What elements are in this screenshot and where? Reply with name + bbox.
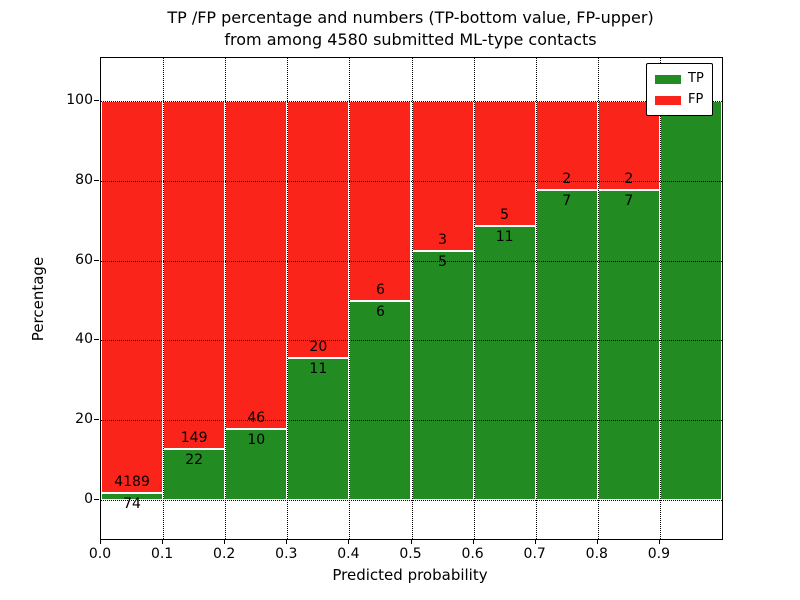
fp-count-label: 46 — [247, 409, 266, 426]
x-tick-label: 0.0 — [88, 546, 112, 562]
bar-segment-tp — [411, 250, 474, 500]
y-tick-mark — [94, 499, 99, 500]
bar-segment-tp — [597, 189, 660, 500]
bar-segment-fp — [349, 101, 412, 301]
y-tick-mark — [94, 179, 99, 181]
tp-legend-swatch — [655, 74, 681, 84]
fp-count-label: 6 — [375, 281, 385, 298]
bar-segment-fp — [535, 101, 598, 190]
y-tick-mark — [94, 339, 99, 341]
fp-count-label: 2 — [624, 170, 634, 187]
y-axis-label: Percentage — [29, 256, 47, 342]
y-tick-label: 60 — [75, 251, 93, 268]
fp-count-label: 5 — [500, 206, 510, 223]
tp-count-label: 74 — [123, 496, 141, 513]
fp-legend-swatch — [655, 95, 681, 105]
y-tick-label: 40 — [75, 331, 93, 348]
x-tick-label: 0.6 — [461, 546, 484, 562]
x-tick-mark — [472, 539, 474, 544]
bar-segment-tp — [349, 300, 412, 500]
y-tick-mark — [94, 100, 99, 101]
vertical-gridline — [225, 58, 227, 539]
x-tick-label: 0.2 — [213, 546, 236, 562]
tp-count-label: 7 — [562, 192, 572, 209]
fp-count-label: 149 — [180, 429, 208, 446]
x-tick-mark — [534, 539, 536, 544]
chart-title: TP /FP percentage and numbers (TP-bottom… — [100, 7, 721, 51]
bar-segment-tp — [473, 225, 536, 500]
chart-title-line2: from among 4580 submitted ML-type contac… — [224, 30, 597, 49]
tp-count-label: 10 — [247, 431, 266, 448]
x-tick-label: 0.4 — [337, 546, 360, 562]
x-tick-mark — [596, 539, 598, 544]
vertical-gridline — [473, 58, 475, 539]
tp-count-label: 11 — [495, 228, 514, 245]
vertical-gridline — [659, 58, 661, 539]
fp-count-label: 20 — [309, 339, 328, 356]
legend-item-tp: TP — [655, 71, 704, 87]
tp-count-label: 22 — [185, 451, 204, 468]
bar-segment-fp — [163, 101, 226, 449]
legend-label-fp: FP — [688, 92, 704, 107]
vertical-gridline — [287, 58, 289, 539]
bar-segment-tp — [659, 101, 722, 500]
x-tick-label: 0.8 — [585, 546, 608, 562]
bar-segment-fp — [287, 101, 350, 359]
tp-count-label: 11 — [309, 361, 328, 378]
legend-label-tp: TP — [688, 71, 704, 86]
x-tick-mark — [658, 539, 660, 544]
x-tick-mark — [348, 539, 350, 544]
legend-item-fp: FP — [655, 92, 704, 108]
x-tick-mark — [224, 539, 226, 544]
plot-area: 4189741492246102011663551127275 — [100, 57, 723, 540]
fp-count-label: 2 — [562, 170, 572, 187]
x-tick-mark — [410, 539, 412, 544]
bar-segment-tp — [287, 358, 350, 500]
x-tick-mark — [100, 539, 101, 544]
bar-segment-tp — [101, 493, 164, 500]
x-axis-label: Predicted probability — [332, 566, 488, 584]
legend: TP FP — [646, 63, 713, 116]
bar-segment-fp — [411, 101, 474, 251]
vertical-gridline — [535, 58, 537, 539]
y-tick-mark — [94, 259, 99, 261]
y-tick-label: 20 — [75, 411, 93, 428]
x-tick-label: 0.3 — [275, 546, 298, 562]
bar-segment-fp — [101, 101, 164, 494]
tp-count-label: 6 — [375, 303, 385, 320]
x-tick-label: 0.1 — [150, 546, 174, 562]
fp-count-label: 4189 — [114, 474, 150, 491]
x-tick-label: 0.7 — [523, 546, 546, 562]
vertical-gridline — [163, 58, 165, 539]
bar-segment-fp — [225, 101, 288, 429]
x-tick-mark — [162, 539, 164, 544]
y-tick-label: 100 — [66, 92, 93, 108]
bar-segment-tp — [535, 189, 598, 500]
chart-title-line1: TP /FP percentage and numbers (TP-bottom… — [167, 8, 654, 27]
vertical-gridline — [349, 58, 351, 539]
vertical-gridline — [597, 58, 599, 539]
bar-segment-tp — [163, 448, 226, 500]
y-tick-label: 0 — [84, 491, 93, 507]
vertical-gridline — [411, 58, 413, 539]
y-tick-label: 80 — [75, 171, 93, 188]
x-tick-label: 0.9 — [647, 546, 671, 562]
tp-count-label: 5 — [438, 253, 448, 270]
tp-count-label: 7 — [624, 192, 634, 209]
x-tick-mark — [286, 539, 288, 544]
fp-count-label: 3 — [438, 231, 448, 248]
y-tick-mark — [94, 419, 99, 421]
x-tick-label: 0.5 — [399, 546, 422, 562]
